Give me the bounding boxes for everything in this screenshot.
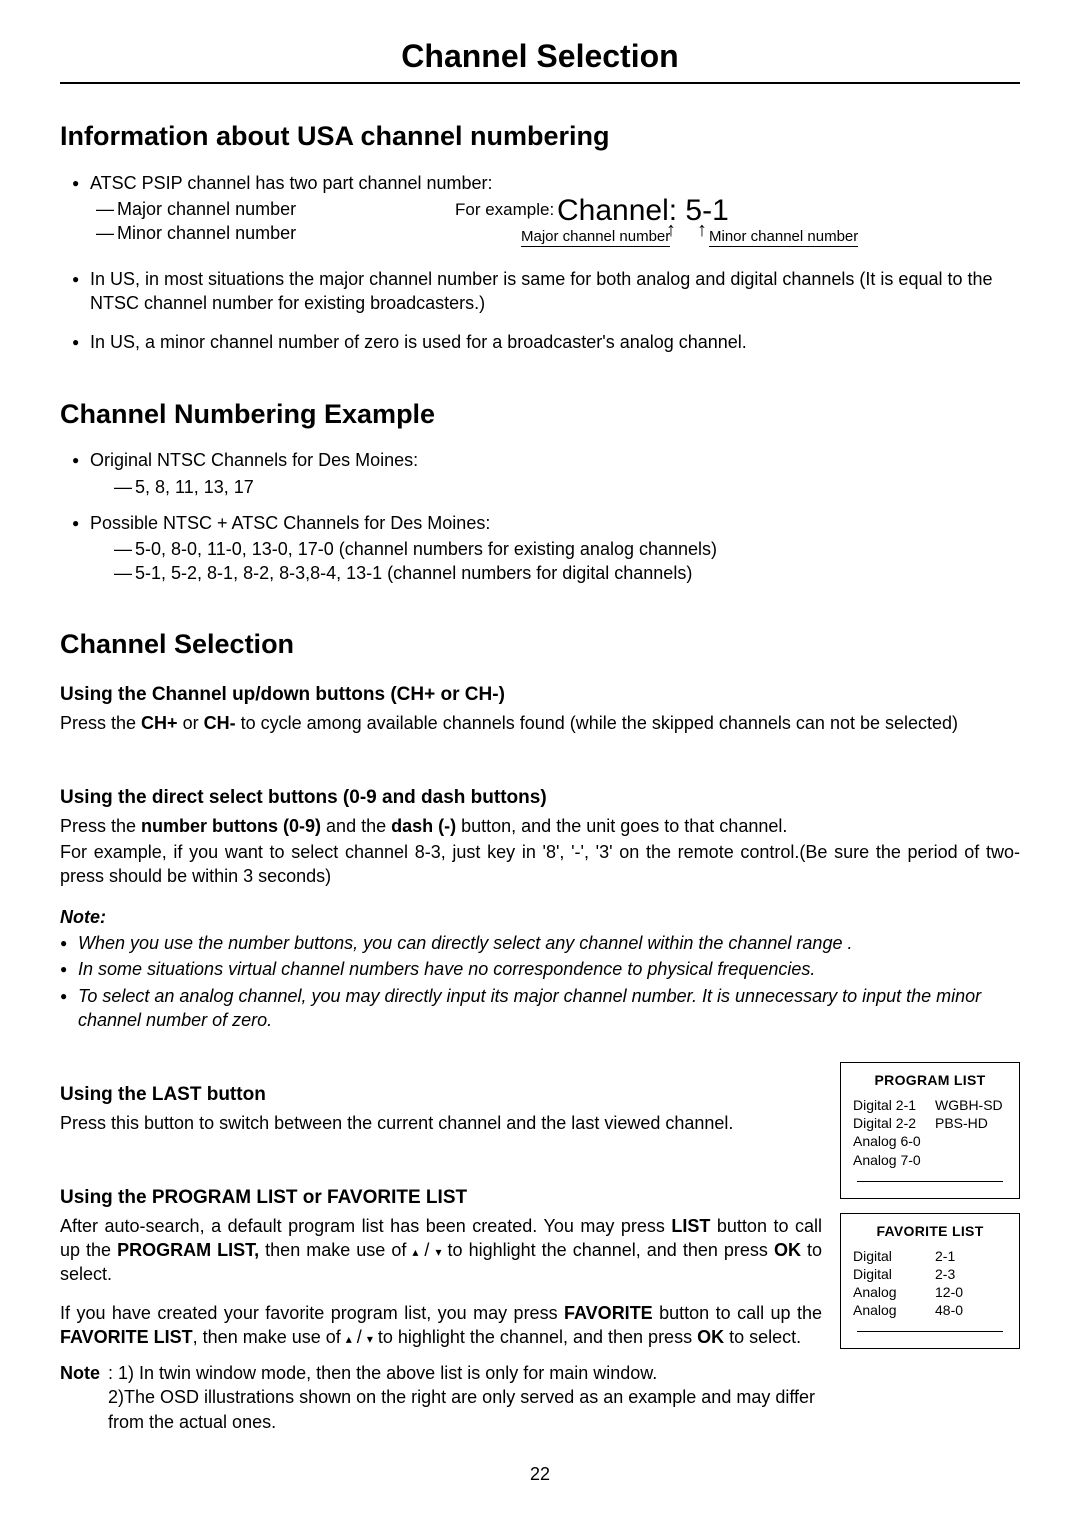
bullet-icon bbox=[72, 448, 90, 472]
section2-heading: Channel Numbering Example bbox=[60, 396, 1020, 432]
page-title: Channel Selection bbox=[60, 35, 1020, 78]
table-row: Analog 7-0 bbox=[851, 1151, 1009, 1169]
s2-b2a: 5-0, 8-0, 11-0, 13-0, 17-0 (channel numb… bbox=[114, 537, 1020, 561]
example-for: For example: bbox=[455, 199, 554, 222]
bullet-icon bbox=[60, 931, 78, 955]
bullet-icon bbox=[72, 511, 90, 535]
s2-b2: Possible NTSC + ATSC Channels for Des Mo… bbox=[72, 511, 1020, 535]
osd-divider bbox=[857, 1331, 1003, 1332]
table-row: Digital 2-2PBS-HD bbox=[851, 1114, 1009, 1132]
s2-b1-text: Original NTSC Channels for Des Moines: bbox=[90, 448, 418, 472]
s2-b1: Original NTSC Channels for Des Moines: bbox=[72, 448, 1020, 472]
sub4-notes: Note: 1) In twin window mode, then the a… bbox=[60, 1361, 822, 1434]
s1-b2-text: In US, in most situations the major chan… bbox=[90, 267, 1020, 316]
bullet-icon bbox=[60, 984, 78, 1008]
page-number: 22 bbox=[60, 1462, 1020, 1486]
section1-heading: Information about USA channel numbering bbox=[60, 118, 1020, 154]
sub2-p1: Press the number buttons (0-9) and the d… bbox=[60, 814, 1020, 838]
sub2-n2: In some situations virtual channel numbe… bbox=[60, 957, 1020, 981]
program-list-title: PROGRAM LIST bbox=[851, 1071, 1009, 1090]
s1-b1: ATSC PSIP channel has two part channel n… bbox=[72, 171, 1020, 195]
up-triangle-icon bbox=[346, 1327, 352, 1347]
up-triangle-icon bbox=[412, 1240, 418, 1260]
sub2-n1: When you use the number buttons, you can… bbox=[60, 931, 1020, 955]
sub2-heading: Using the direct select buttons (0-9 and… bbox=[60, 785, 1020, 811]
up-arrow-icon: ↑ bbox=[697, 217, 707, 244]
table-row: Digital2-3 bbox=[851, 1265, 1009, 1283]
title-rule bbox=[60, 82, 1020, 84]
s1-b2: In US, in most situations the major chan… bbox=[72, 267, 1020, 316]
table-row: Digital2-1 bbox=[851, 1247, 1009, 1265]
example-minor-label: Minor channel number bbox=[709, 227, 858, 247]
favorite-list-box: FAVORITE LIST Digital2-1 Digital2-3 Anal… bbox=[840, 1213, 1020, 1350]
sub2-p2: For example, if you want to select chann… bbox=[60, 840, 1020, 889]
sub3-p1: Press this button to switch between the … bbox=[60, 1111, 822, 1135]
s1-b3: In US, a minor channel number of zero is… bbox=[72, 330, 1020, 354]
table-row: Analog48-0 bbox=[851, 1301, 1009, 1319]
sub4-heading: Using the PROGRAM LIST or FAVORITE LIST bbox=[60, 1185, 822, 1211]
bullet-icon bbox=[60, 957, 78, 981]
example-major-label: Major channel number bbox=[521, 227, 670, 247]
sub4-p1: After auto-search, a default program lis… bbox=[60, 1214, 822, 1287]
s2-b2-text: Possible NTSC + ATSC Channels for Des Mo… bbox=[90, 511, 490, 535]
osd-divider bbox=[857, 1181, 1003, 1182]
sub4-p2: If you have created your favorite progra… bbox=[60, 1301, 822, 1350]
s1-b1a: Major channel number bbox=[96, 197, 296, 221]
table-row: Digital 2-1WGBH-SD bbox=[851, 1096, 1009, 1114]
sub2-n3: To select an analog channel, you may dir… bbox=[60, 984, 1020, 1033]
bullet-icon bbox=[72, 171, 90, 195]
program-list-box: PROGRAM LIST Digital 2-1WGBH-SD Digital … bbox=[840, 1062, 1020, 1199]
s2-b1a: 5, 8, 11, 13, 17 bbox=[114, 475, 1020, 499]
s2-b2b: 5-1, 5-2, 8-1, 8-2, 8-3,8-4, 13-1 (chann… bbox=[114, 561, 1020, 585]
bullet-icon bbox=[72, 267, 90, 291]
sub1-heading: Using the Channel up/down buttons (CH+ o… bbox=[60, 682, 1020, 708]
sub3-heading: Using the LAST button bbox=[60, 1082, 822, 1108]
table-row: Analog12-0 bbox=[851, 1283, 1009, 1301]
s1-b3-text: In US, a minor channel number of zero is… bbox=[90, 330, 747, 354]
table-row: Analog 6-0 bbox=[851, 1132, 1009, 1150]
s1-b1b: Minor channel number bbox=[96, 221, 296, 245]
sub2-note-label: Note: bbox=[60, 905, 1020, 929]
favorite-list-title: FAVORITE LIST bbox=[851, 1222, 1009, 1241]
channel-example: Major channel number Minor channel numbe… bbox=[60, 197, 1020, 261]
s1-b1-text: ATSC PSIP channel has two part channel n… bbox=[90, 171, 493, 195]
sub1-p1: Press the CH+ or CH- to cycle among avai… bbox=[60, 711, 1020, 735]
bullet-icon bbox=[72, 330, 90, 354]
section3-heading: Channel Selection bbox=[60, 626, 1020, 662]
